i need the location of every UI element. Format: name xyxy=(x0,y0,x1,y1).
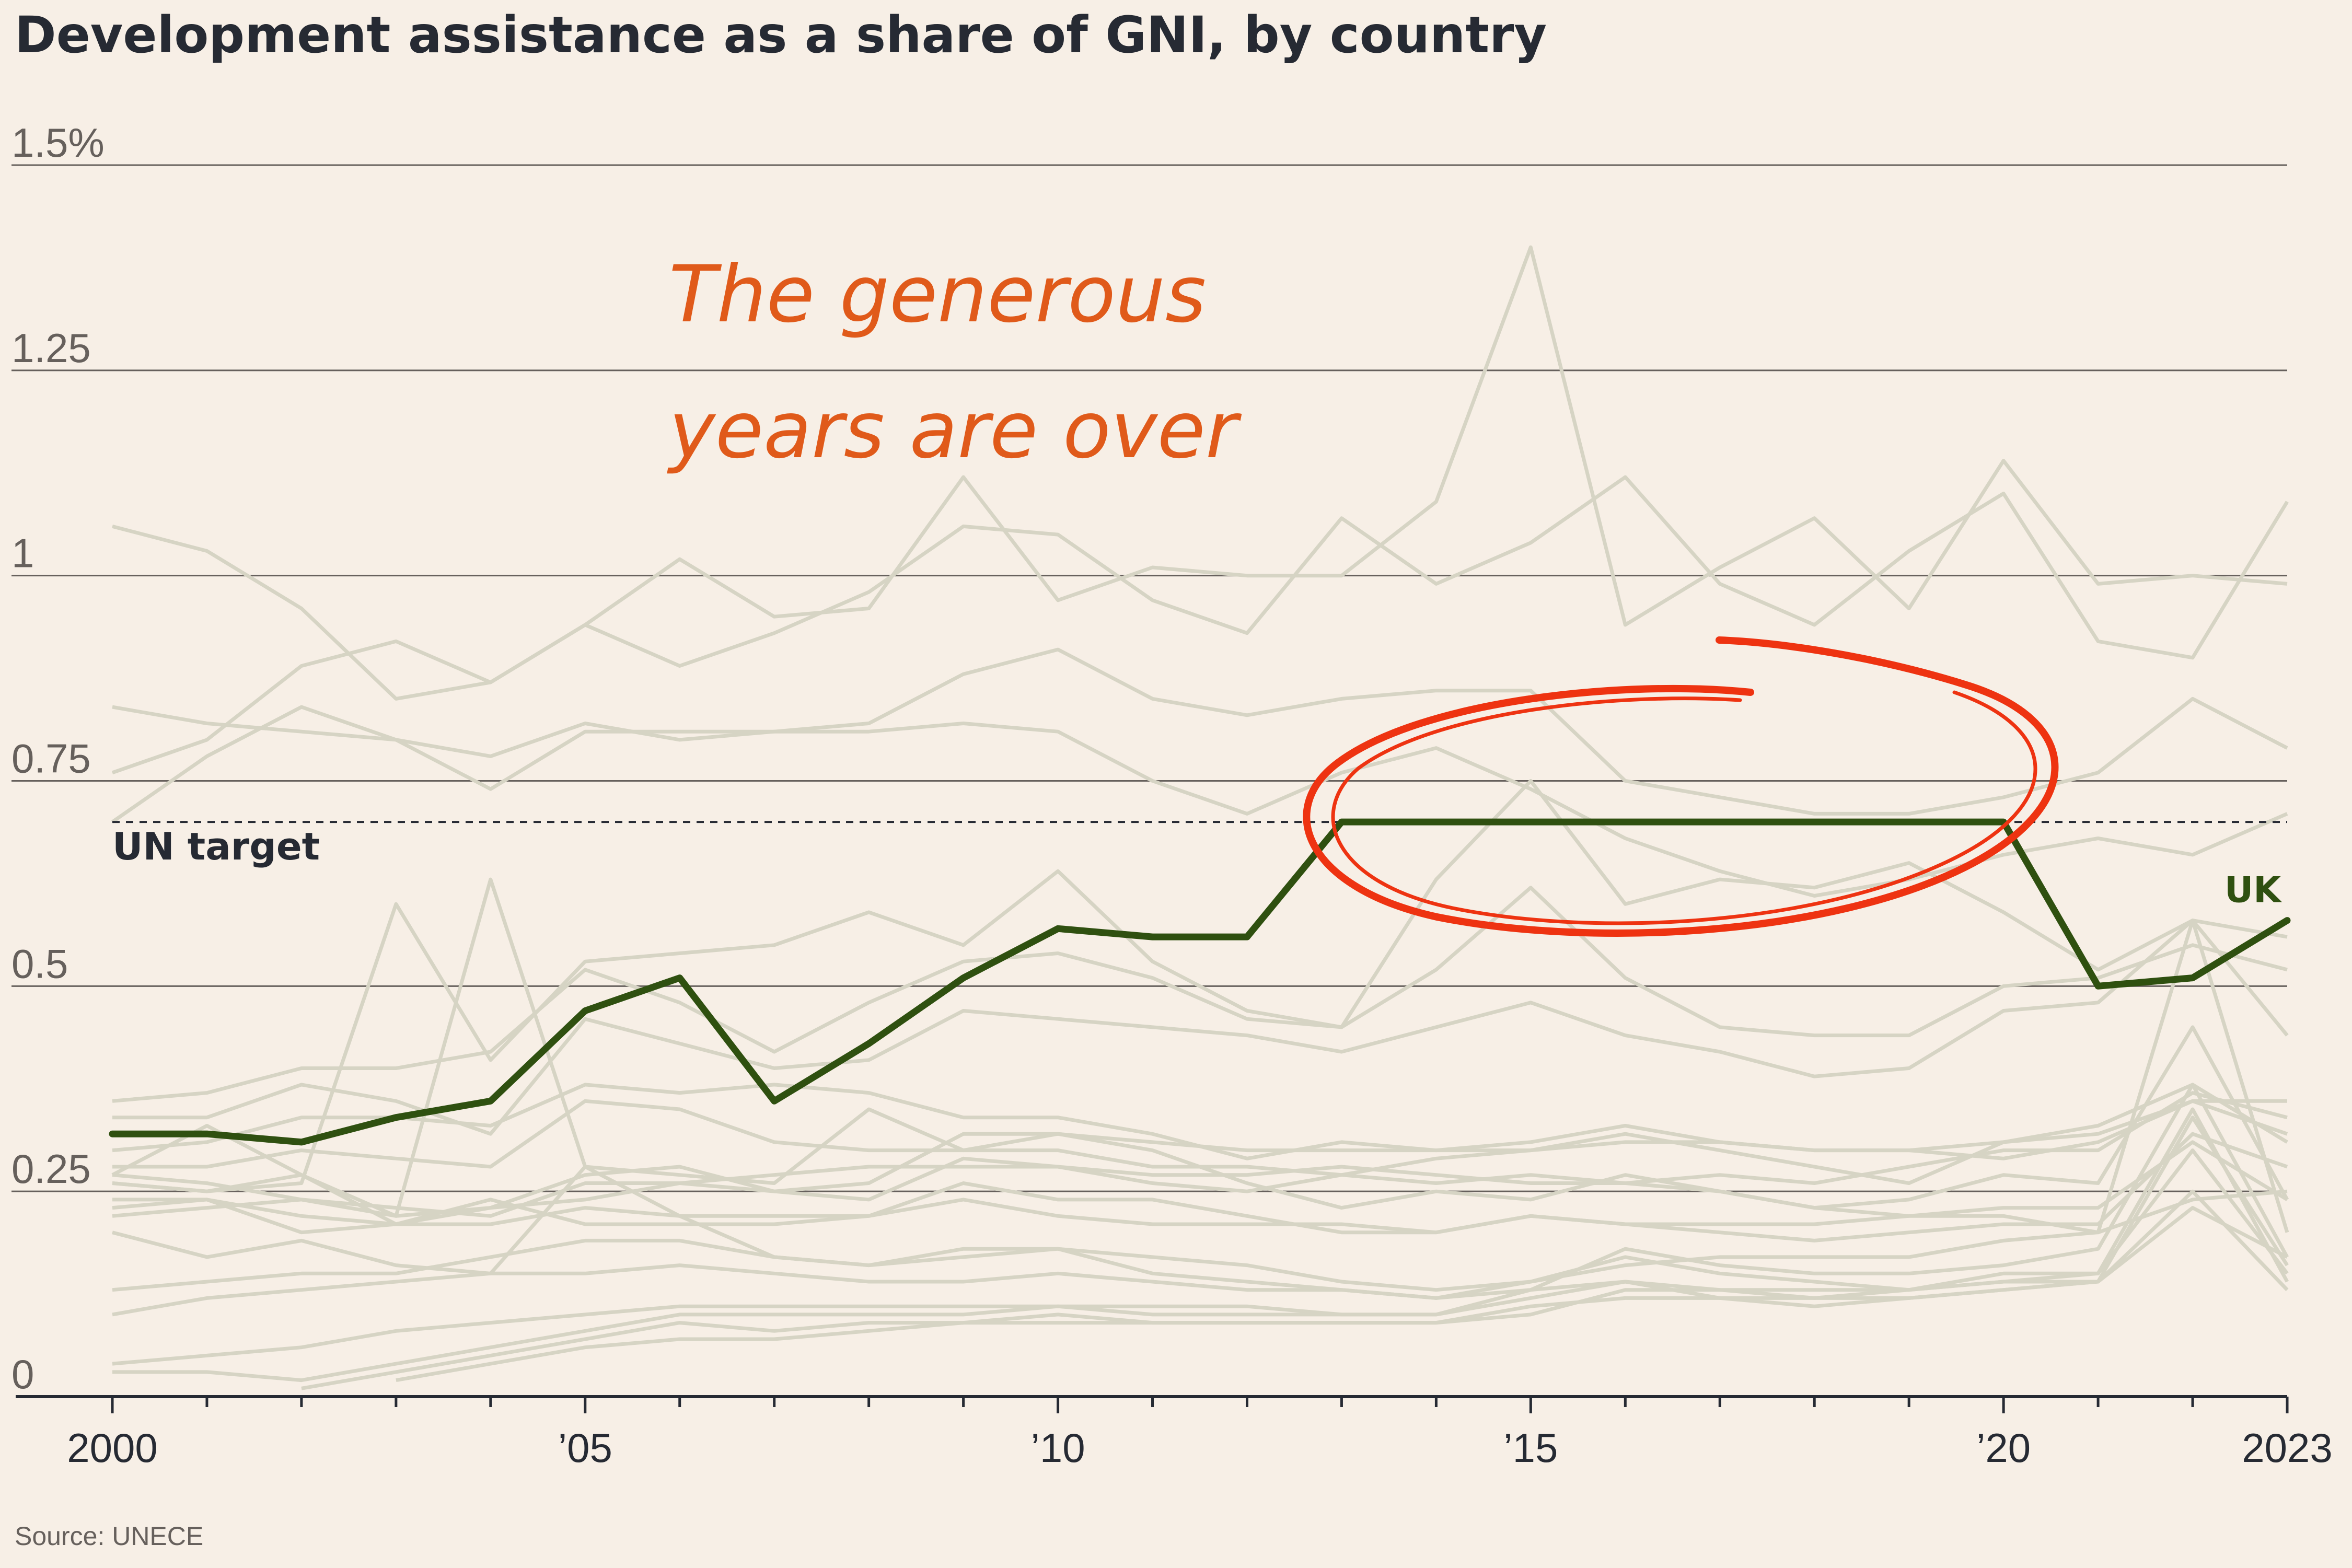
country-series-line xyxy=(112,919,2289,1136)
annotation-ellipse-stroke-inner xyxy=(1331,690,2037,925)
source-note: Source: UNECE xyxy=(15,1521,203,1551)
annotation-text-line1: The generous xyxy=(669,249,1206,340)
y-tick-label: 0 xyxy=(11,1351,34,1397)
country-series-line xyxy=(112,1083,2287,1160)
country-series-line xyxy=(112,919,2289,1292)
country-series-line xyxy=(396,1116,2289,1383)
x-tick-label: ’20 xyxy=(1976,1425,2031,1471)
country-series-line xyxy=(112,886,2288,1103)
uk-series-line xyxy=(109,818,2291,1146)
chart-title: Development assistance as a share of GNI… xyxy=(15,6,1547,64)
x-tick-label: ’15 xyxy=(1503,1425,1558,1471)
x-tick-label: 2023 xyxy=(2242,1425,2333,1471)
x-axis: 2000 ’05 ’10 ’15 ’20 2023 xyxy=(16,1395,2333,1471)
country-series-line xyxy=(112,1083,2289,1300)
annotation-text-line2: years are over xyxy=(667,385,1242,476)
annotation-ellipse xyxy=(1303,636,2059,937)
country-series-line xyxy=(111,705,2288,898)
background-series xyxy=(111,245,2289,1390)
country-series-line xyxy=(112,647,2288,816)
y-tick-label: 0.5 xyxy=(11,940,68,986)
un-target-label: UN target xyxy=(112,824,320,868)
country-series-line xyxy=(112,1132,2288,1242)
x-tick-label: 2000 xyxy=(67,1425,158,1471)
country-series-line xyxy=(112,475,2289,701)
annotation-ellipse-stroke xyxy=(1303,636,2059,937)
country-series-line xyxy=(112,1083,2288,1218)
y-tick-label: 1.5% xyxy=(11,120,105,166)
country-series-line xyxy=(111,245,2288,775)
y-tick-label: 1.25 xyxy=(11,325,91,371)
x-tick-label: ’05 xyxy=(558,1425,612,1471)
x-tick-label: ’10 xyxy=(1031,1425,1085,1471)
y-tick-label: 1 xyxy=(11,530,34,576)
y-axis-ticks: 0 0.25 0.5 0.75 1 1.25 1.5% xyxy=(11,120,105,1397)
y-tick-label: 0.75 xyxy=(11,736,91,782)
y-tick-label: 0.25 xyxy=(11,1146,91,1192)
country-series-line xyxy=(112,1165,2288,1235)
uk-series-label: UK xyxy=(2224,870,2282,911)
